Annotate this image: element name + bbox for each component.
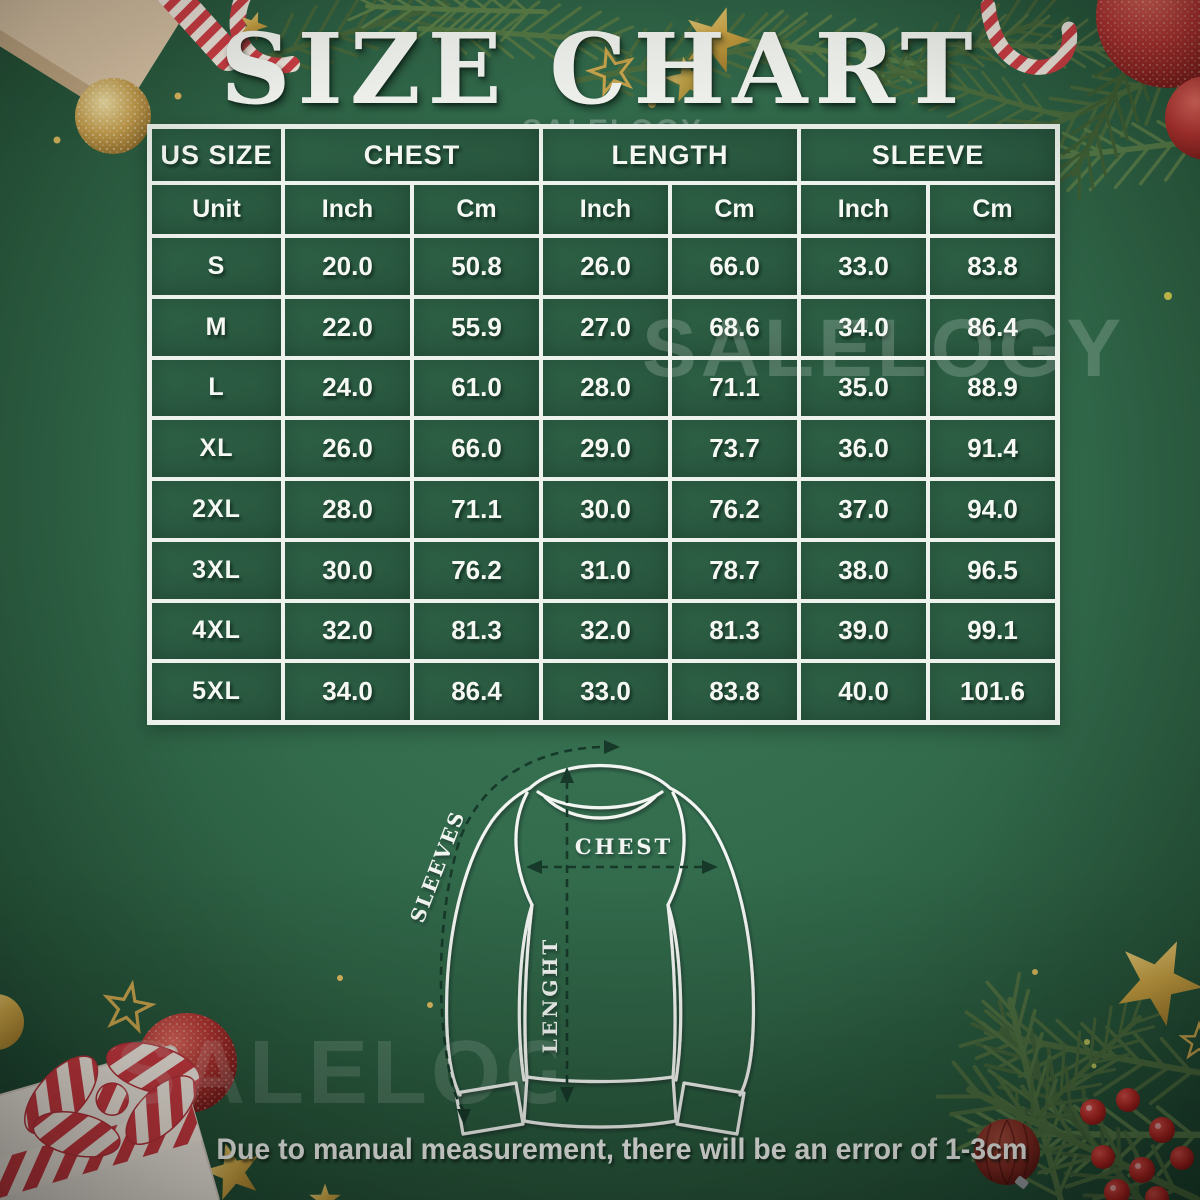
chest-label: CHEST — [575, 834, 673, 859]
length-label: LENGHT — [538, 937, 562, 1053]
value-cell: 36.0 — [799, 418, 928, 479]
watermark-middle: SALELOGY — [642, 303, 1126, 394]
value-cell: 39.0 — [799, 600, 928, 662]
value-cell: 32.0 — [541, 600, 670, 662]
value-cell: 32.0 — [283, 600, 412, 662]
gold-ball-ornament — [75, 78, 151, 154]
value-cell: 26.0 — [541, 236, 670, 297]
value-cell: 66.0 — [670, 236, 799, 297]
value-cell: 101.6 — [928, 661, 1057, 722]
value-cell: 86.4 — [412, 661, 541, 722]
page-title: SIZE CHART — [220, 12, 980, 126]
value-cell: 83.8 — [670, 661, 799, 722]
size-chart-table: US SIZE CHEST LENGTH SLEEVE Unit Inch Cm… — [147, 124, 1060, 725]
dark-red-ornament — [974, 1119, 1040, 1189]
unit-cell: Cm — [670, 183, 799, 236]
value-cell: 35.0 — [799, 357, 928, 419]
candy-cane-icon — [980, 0, 1078, 75]
value-cell: 76.2 — [412, 539, 541, 601]
value-cell: 61.0 — [412, 357, 541, 419]
value-cell: 33.0 — [541, 661, 670, 722]
value-cell: 96.5 — [928, 539, 1057, 601]
value-cell: 22.0 — [283, 296, 412, 358]
value-cell: 29.0 — [541, 418, 670, 479]
value-cell: 83.8 — [928, 236, 1057, 297]
size-cell: 5XL — [150, 661, 283, 722]
value-cell: 91.4 — [928, 418, 1057, 479]
header-chest: CHEST — [283, 127, 541, 183]
value-cell: 28.0 — [283, 479, 412, 540]
size-cell: XL — [150, 418, 283, 479]
sparkle-dots — [53, 92, 1172, 1069]
sweatshirt-diagram: CHEST LENGHT SLEEVES — [410, 740, 756, 1136]
value-cell: 31.0 — [541, 539, 670, 601]
watermark-bottom-left: SALELOGY — [116, 1023, 556, 1123]
unit-cell: Inch — [799, 183, 928, 236]
value-cell: 86.4 — [928, 296, 1057, 358]
value-cell: 26.0 — [283, 418, 412, 479]
unit-cell: Unit — [150, 183, 283, 236]
value-cell: 68.6 — [670, 296, 799, 358]
size-cell: M — [150, 296, 283, 358]
measurement-note: Due to manual measurement, there will be… — [216, 1133, 1028, 1166]
size-cell: 4XL — [150, 600, 283, 662]
gift-box — [0, 1042, 220, 1200]
size-cell: S — [150, 236, 283, 297]
value-cell: 30.0 — [283, 539, 412, 601]
value-cell: 40.0 — [799, 661, 928, 722]
header-sleeve: SLEEVE — [799, 127, 1057, 183]
value-cell: 50.8 — [412, 236, 541, 297]
size-cell: 2XL — [150, 479, 283, 540]
unit-cell: Inch — [283, 183, 412, 236]
value-cell: 99.1 — [928, 600, 1057, 662]
value-cell: 34.0 — [799, 296, 928, 358]
gift-box — [0, 0, 234, 121]
sleeve-measure-line — [439, 745, 601, 1112]
unit-cell: Inch — [541, 183, 670, 236]
size-cell: 3XL — [150, 539, 283, 601]
value-cell: 28.0 — [541, 357, 670, 419]
sleeves-label: SLEEVES — [410, 807, 470, 926]
value-cell: 66.0 — [412, 418, 541, 479]
value-cell: 34.0 — [283, 661, 412, 722]
value-cell: 30.0 — [541, 479, 670, 540]
value-cell: 73.7 — [670, 418, 799, 479]
candy-cane-icon — [157, 0, 243, 71]
value-cell: 20.0 — [283, 236, 412, 297]
value-cell: 81.3 — [670, 600, 799, 662]
value-cell: 27.0 — [541, 296, 670, 358]
value-cell: 24.0 — [283, 357, 412, 419]
value-cell: 94.0 — [928, 479, 1057, 540]
unit-cell: Cm — [412, 183, 541, 236]
value-cell: 37.0 — [799, 479, 928, 540]
candy-cane-icon — [229, 0, 300, 74]
gold-bell-ornament — [0, 994, 24, 1050]
value-cell: 76.2 — [670, 479, 799, 540]
red-ball-ornament — [1096, 0, 1200, 160]
value-cell: 55.9 — [412, 296, 541, 358]
header-us-size: US SIZE — [150, 127, 283, 183]
value-cell: 78.7 — [670, 539, 799, 601]
size-cell: L — [150, 357, 283, 419]
measurement-arrows — [439, 745, 704, 1112]
sweatshirt-outline — [444, 764, 756, 1136]
value-cell: 81.3 — [412, 600, 541, 662]
arrowheads — [457, 740, 718, 1125]
value-cell: 88.9 — [928, 357, 1057, 419]
berries — [1080, 1088, 1194, 1200]
value-cell: 71.1 — [412, 479, 541, 540]
header-length: LENGTH — [541, 127, 799, 183]
value-cell: 71.1 — [670, 357, 799, 419]
value-cell: 38.0 — [799, 539, 928, 601]
unit-cell: Cm — [928, 183, 1057, 236]
value-cell: 33.0 — [799, 236, 928, 297]
